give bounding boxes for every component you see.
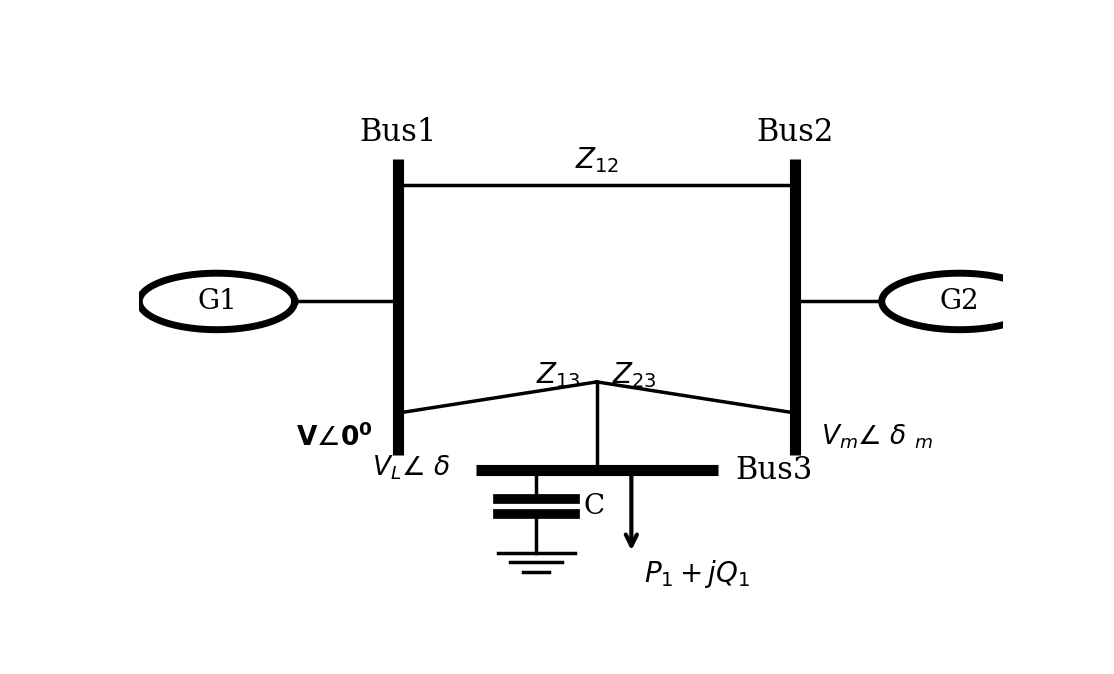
Text: Bus1: Bus1: [360, 117, 437, 148]
Text: $Z_{23}$: $Z_{23}$: [613, 360, 657, 390]
Text: C: C: [584, 493, 605, 520]
Text: G1: G1: [197, 288, 237, 315]
Text: $Z_{12}$: $Z_{12}$: [575, 146, 619, 175]
Text: Bus2: Bus2: [756, 117, 834, 148]
Text: $Z_{13}$: $Z_{13}$: [537, 360, 582, 390]
Text: $\mathit{V}_m\angle\ \delta\ _m$: $\mathit{V}_m\angle\ \delta\ _m$: [821, 422, 934, 451]
Text: $\mathbf{V}\angle\mathbf{0}^{\mathbf{0}}$: $\mathbf{V}\angle\mathbf{0}^{\mathbf{0}}…: [295, 422, 372, 451]
Text: G2: G2: [939, 288, 979, 315]
Text: $P_1+jQ_1$: $P_1+jQ_1$: [644, 558, 751, 590]
Text: Bus3: Bus3: [735, 455, 812, 485]
Text: $\mathit{V}_L\angle\ \delta$: $\mathit{V}_L\angle\ \delta$: [372, 454, 450, 482]
